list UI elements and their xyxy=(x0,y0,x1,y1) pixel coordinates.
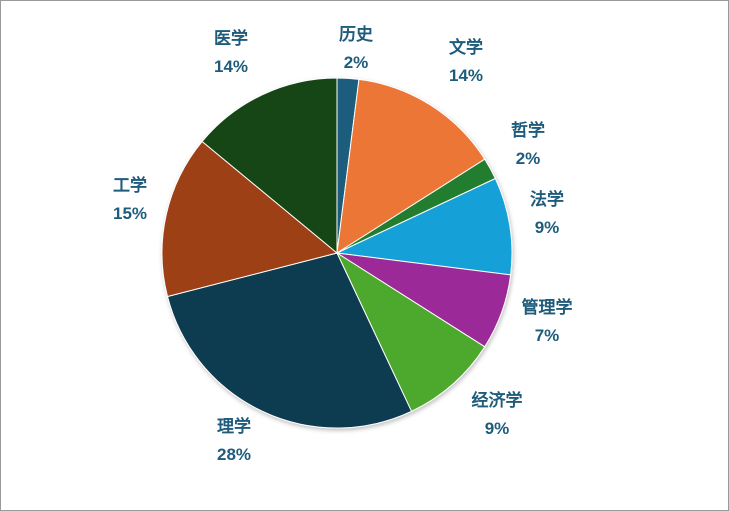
slice-label-3: 哲学 xyxy=(511,120,545,140)
pie-slice-8 xyxy=(161,140,339,298)
slice-percent-7: 28% xyxy=(217,445,251,464)
pie-slice-9 xyxy=(201,77,338,255)
slice-percent-1: 2% xyxy=(344,53,369,72)
slice-label-6: 经济学 xyxy=(472,390,523,410)
slice-percent-4: 9% xyxy=(535,218,560,237)
slice-label-7: 理学 xyxy=(217,416,251,436)
slice-percent-2: 14% xyxy=(449,66,483,85)
slice-label-1: 历史 xyxy=(339,24,374,44)
pie-slices xyxy=(161,77,513,429)
slice-label-9: 医学 xyxy=(214,28,248,48)
slice-percent-6: 9% xyxy=(485,419,510,438)
slice-percent-3: 2% xyxy=(516,149,541,168)
slice-label-5: 管理学 xyxy=(522,297,573,317)
slice-label-4: 法学 xyxy=(530,189,564,209)
pie-labels: 历史 2% 文学 14% 哲学 2% 法学 9% 管理学 7% 经济学 9% 理学 28% 工学 15% 医学 1… xyxy=(113,24,573,464)
pie-slice-7 xyxy=(166,252,413,429)
slice-label-8: 工学 xyxy=(113,175,147,195)
pie-slice-6 xyxy=(335,251,486,413)
slice-percent-5: 7% xyxy=(535,326,560,345)
slice-label-2: 文学 xyxy=(449,37,483,57)
pie-slice-2 xyxy=(336,78,486,254)
slice-percent-8: 15% xyxy=(113,204,147,223)
slice-percent-9: 14% xyxy=(214,57,248,76)
pie-slice-4 xyxy=(335,177,513,276)
